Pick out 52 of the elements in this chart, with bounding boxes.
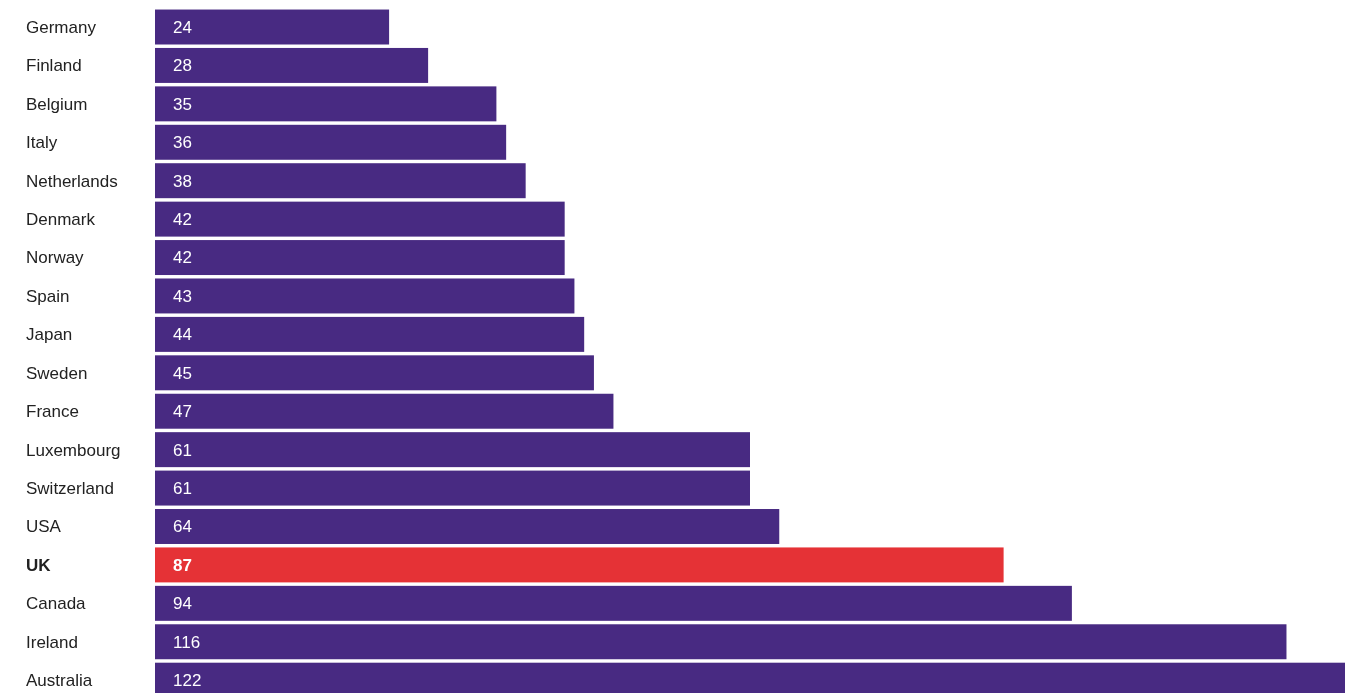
- data-label: 61: [173, 479, 192, 499]
- y-tick-label: Netherlands: [26, 171, 118, 191]
- data-label: 42: [173, 210, 192, 230]
- y-tick-label: Finland: [26, 56, 82, 76]
- bar: [155, 278, 575, 314]
- y-tick-label: Australia: [26, 671, 93, 691]
- bar: [155, 509, 780, 544]
- bar: [155, 86, 497, 122]
- bar: [155, 124, 507, 160]
- y-tick-label: France: [26, 402, 79, 422]
- bar: [155, 393, 614, 429]
- data-label: 94: [173, 594, 192, 614]
- bar: [155, 201, 565, 237]
- bar: [155, 9, 390, 45]
- data-label: 35: [173, 94, 192, 114]
- y-tick-label: UK: [26, 555, 52, 575]
- y-tick-label: Switzerland: [26, 479, 114, 499]
- data-label: 64: [173, 517, 192, 537]
- y-tick-label: Spain: [26, 286, 70, 306]
- bar: [155, 585, 1072, 621]
- data-label: 47: [173, 402, 192, 422]
- data-label: 45: [173, 363, 192, 383]
- bar: [155, 240, 565, 276]
- data-label: 61: [173, 440, 192, 460]
- data-label: 24: [173, 17, 192, 37]
- data-label: 116: [173, 632, 201, 652]
- data-label: 42: [173, 248, 192, 268]
- data-label: 87: [173, 555, 192, 575]
- data-label: 38: [173, 171, 192, 191]
- y-tick-label: USA: [26, 517, 62, 537]
- bar: [155, 547, 1004, 583]
- y-tick-label: Ireland: [26, 632, 78, 652]
- y-tick-label: Norway: [26, 248, 85, 268]
- data-label: 43: [173, 286, 192, 306]
- data-label: 44: [173, 325, 192, 345]
- bar: [155, 355, 594, 391]
- bar: [155, 432, 750, 468]
- bar: [155, 163, 526, 199]
- data-label: 36: [173, 133, 192, 153]
- bar: [155, 316, 585, 352]
- y-tick-label: Japan: [26, 325, 73, 345]
- y-tick-label: Germany: [26, 17, 97, 37]
- y-tick-label: Luxembourg: [26, 440, 121, 460]
- y-tick-label: Denmark: [26, 210, 96, 230]
- data-label: 28: [173, 56, 192, 76]
- y-tick-label: Canada: [26, 594, 87, 614]
- bar: [155, 470, 750, 506]
- y-tick-label: Italy: [26, 133, 58, 153]
- y-tick-label: Belgium: [26, 94, 88, 114]
- bar: [155, 47, 429, 83]
- data-label: 122: [173, 671, 202, 691]
- y-tick-label: Sweden: [26, 363, 88, 383]
